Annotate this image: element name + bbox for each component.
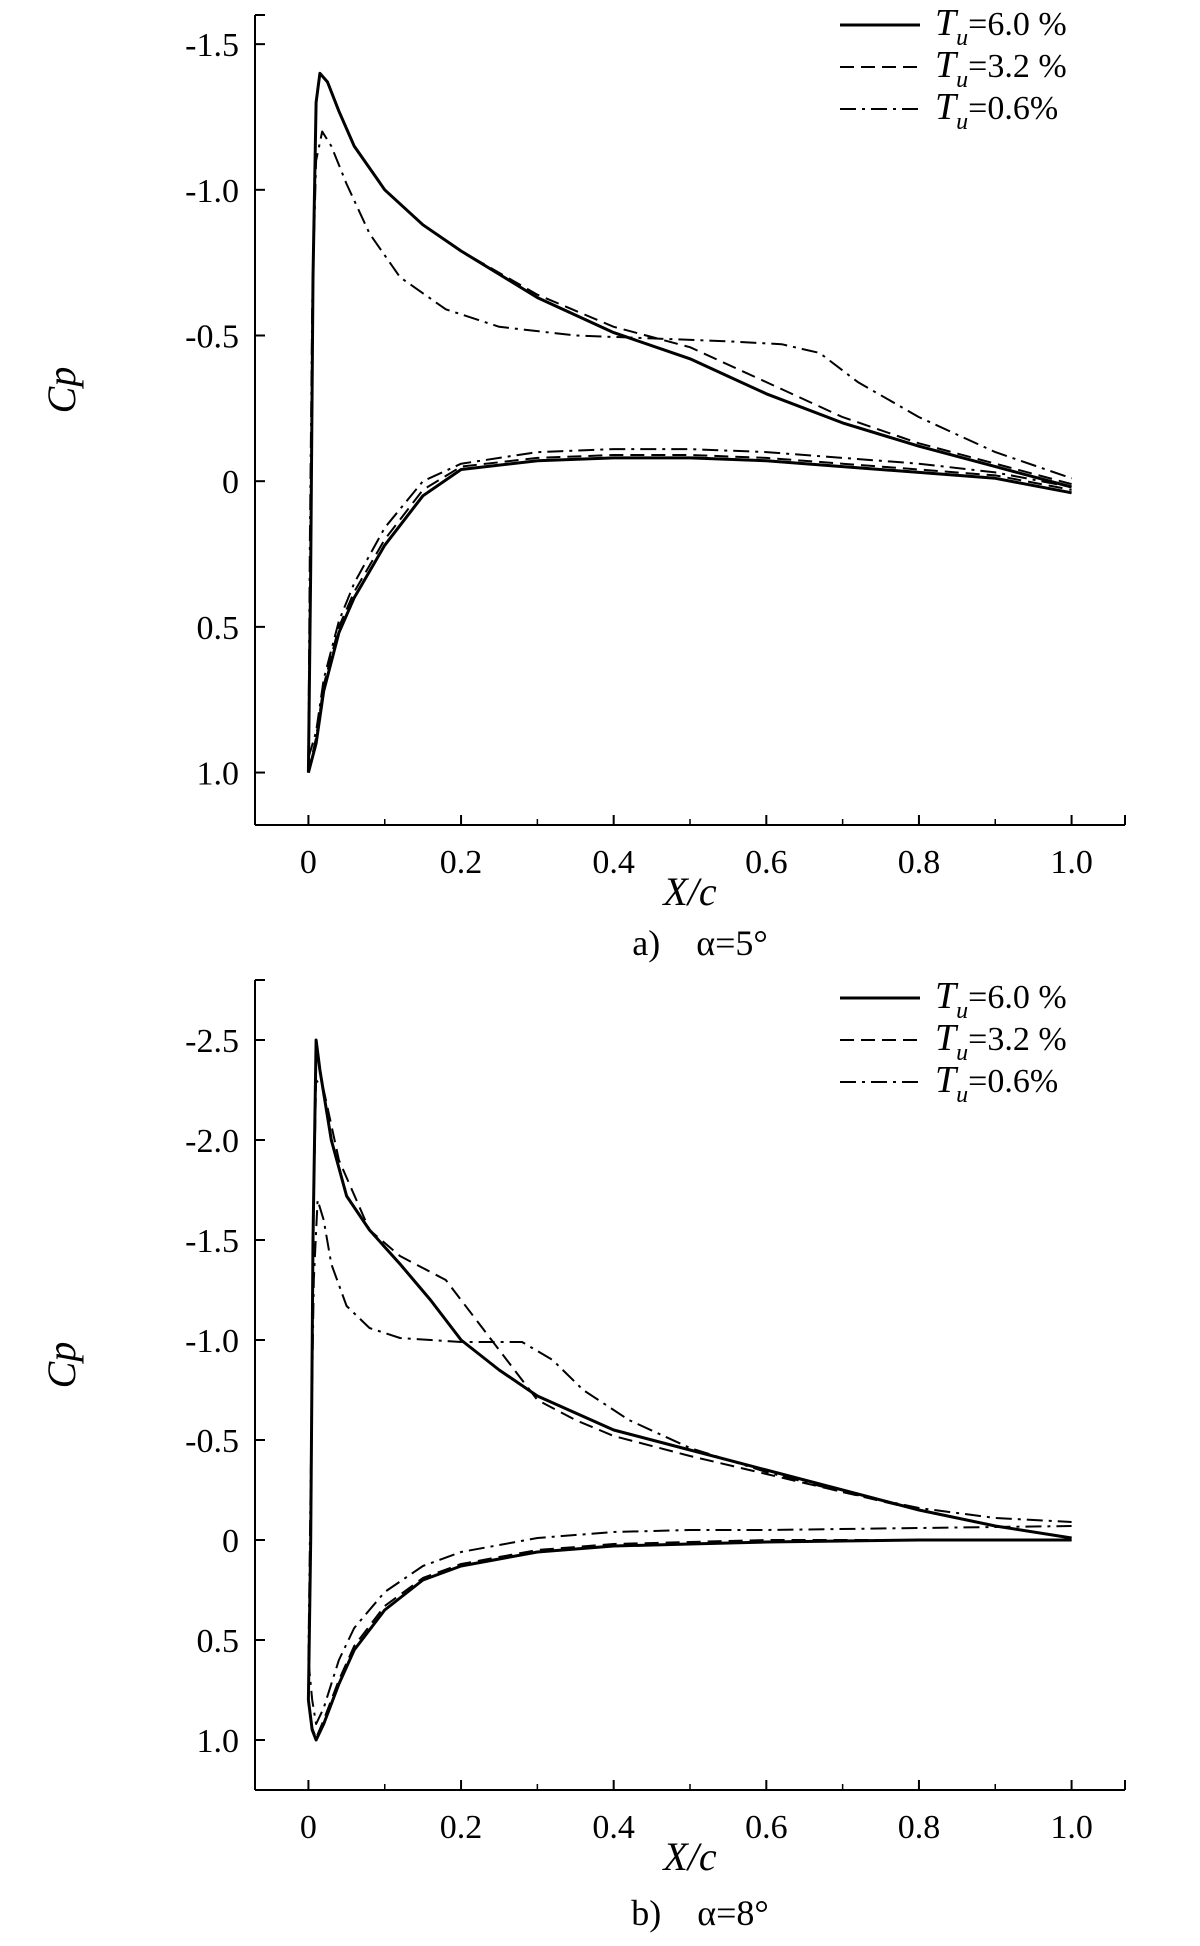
series-1-lower-line — [307, 1539, 1072, 1739]
legend-entry-0: Tu=6.0 % — [935, 975, 1067, 1024]
x-tick-label: 0 — [300, 1809, 317, 1846]
x-tick-label: 0 — [300, 844, 317, 881]
legend-value: =0.6% — [968, 1063, 1058, 1100]
chart-caption: b) α=8° — [631, 1893, 769, 1933]
x-tick-label: 0.8 — [898, 844, 941, 881]
series-1-upper-line — [307, 1079, 1072, 1701]
x-tick-label: 0.8 — [898, 1809, 941, 1846]
series-0-lower-line — [306, 456, 1072, 773]
legend-symbol: T — [935, 2, 959, 44]
y-tick-label: -1.0 — [185, 173, 239, 210]
y-tick-label: -1.5 — [185, 27, 239, 64]
legend-subscript: u — [956, 25, 968, 51]
legend-entry-1: Tu=3.2 % — [935, 44, 1067, 93]
x-tick-label: 0.4 — [592, 844, 635, 881]
y-tick-label: 0 — [222, 1523, 239, 1560]
legend-value: =6.0 % — [968, 979, 1067, 1016]
x-tick-label: 0.2 — [440, 844, 483, 881]
legend-symbol: T — [935, 1059, 959, 1101]
series-2-upper-line — [307, 1199, 1072, 1661]
y-tick-label: 0 — [222, 464, 239, 501]
chart-b-alpha-8: 0 0.2 0.4 0.6 0.8 1.0 -2.5 -2.0 -1.5 -1.0 -0.5 0 0.5… — [39, 975, 1126, 1933]
y-tick-label: 0.5 — [197, 610, 240, 647]
legend-symbol: T — [935, 44, 959, 86]
series-0-upper-line — [306, 1038, 1072, 1701]
y-tick-label: -1.5 — [185, 1223, 239, 1260]
series-2-lower-line — [307, 448, 1072, 759]
legend-subscript: u — [956, 998, 968, 1024]
legend-entry-2: Tu=0.6% — [935, 1059, 1058, 1108]
series-2-lower-line — [307, 1525, 1072, 1725]
x-tick-label: 0.6 — [745, 1809, 788, 1846]
y-tick-label: 1.0 — [197, 756, 240, 793]
x-tick-label: 1.0 — [1050, 1809, 1093, 1846]
x-axis-label: X/c — [661, 1834, 717, 1879]
series-0-upper-line — [306, 71, 1072, 773]
legend-symbol: T — [935, 1017, 959, 1059]
legend-subscript: u — [956, 67, 968, 93]
y-tick-label: 0.5 — [197, 1623, 240, 1660]
x-axis-label: X/c — [661, 869, 717, 914]
y-tick-label: -0.5 — [185, 1423, 239, 1460]
legend-entry-1: Tu=3.2 % — [935, 1017, 1067, 1066]
y-tick-label: -0.5 — [185, 319, 239, 356]
series-1-lower-line — [307, 454, 1072, 773]
y-tick-label: 1.0 — [197, 1723, 240, 1760]
y-tick-label: -1.0 — [185, 1323, 239, 1360]
legend-subscript: u — [956, 1040, 968, 1066]
legend-symbol: T — [935, 86, 959, 128]
y-tick-label: -2.5 — [185, 1023, 239, 1060]
legend-value: =6.0 % — [968, 6, 1067, 43]
legend-value: =0.6% — [968, 90, 1058, 127]
y-axis-label: Cp — [39, 367, 84, 414]
chart-caption: a) α=5° — [632, 923, 768, 963]
legend-value: =3.2 % — [968, 48, 1067, 85]
series-2-upper-line — [307, 130, 1072, 759]
x-tick-label: 1.0 — [1050, 844, 1093, 881]
y-tick-label: -2.0 — [185, 1123, 239, 1160]
x-tick-label: 0.4 — [592, 1809, 635, 1846]
legend-entry-0: Tu=6.0 % — [935, 2, 1067, 51]
y-axis-label: Cp — [39, 1342, 84, 1389]
legend-value: =3.2 % — [968, 1021, 1067, 1058]
x-tick-label: 0.2 — [440, 1809, 483, 1846]
legend-subscript: u — [956, 1082, 968, 1108]
series-1-upper-line — [307, 72, 1072, 773]
legend-entry-2: Tu=0.6% — [935, 86, 1058, 135]
legend-subscript: u — [956, 109, 968, 135]
series-0-lower-line — [306, 1538, 1072, 1742]
legend-symbol: T — [935, 975, 959, 1017]
chart-a-alpha-5: 0 0.2 0.4 0.6 0.8 1.0 -1.5 -1.0 -0.5 0 0.5 1.0 Cp X/c… — [39, 2, 1126, 963]
x-tick-label: 0.6 — [745, 844, 788, 881]
